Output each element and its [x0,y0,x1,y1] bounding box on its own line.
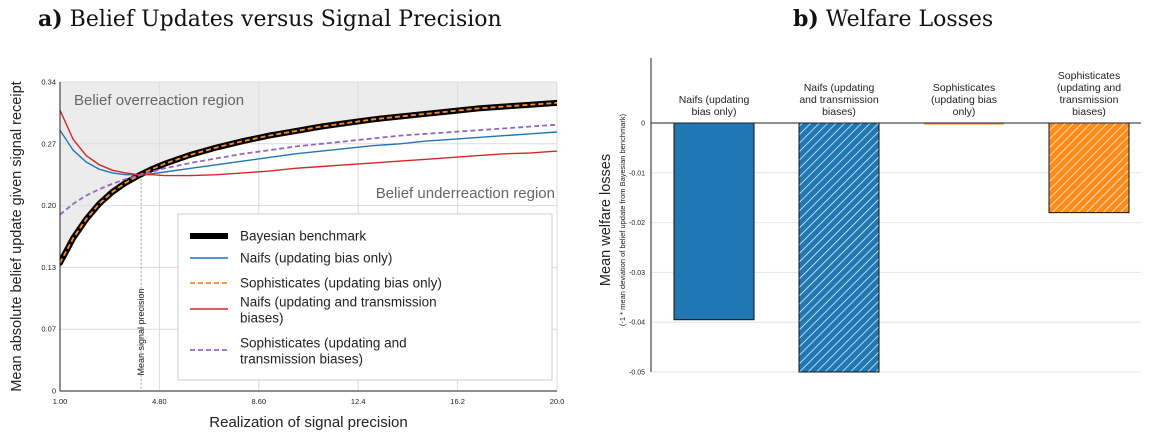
welfare-bar [673,122,755,321]
series-line-4 [60,123,557,216]
y-tick-label: 0.27 [41,139,56,148]
panel-b-title-text: Welfare Losses [825,7,994,32]
bar-category-label: Naifs (updating and transmission biases) [799,82,879,118]
legend-entry-label: Naifs (updating bias only) [240,251,392,266]
series-line-2 [60,102,557,264]
x-tick-label: 20.0 [550,397,565,406]
y-axis-label: Mean welfare losses [598,154,614,286]
x-axis-label: Realization of signal precision [209,414,407,431]
x-tick-label: 16.2 [450,397,465,406]
series-line-3 [60,109,557,177]
y-tick-label: -0.04 [629,320,645,327]
x-tick-label: 8.60 [251,397,266,406]
overreaction-region [60,82,557,263]
legend-entry-label: Naifs (updating and transmission biases) [240,295,437,326]
welfare-bar [924,123,1004,125]
y-tick-label: -0.02 [629,220,645,227]
legend-box [177,213,553,381]
panel-a-title-text: Belief Updates versus Signal Precision [69,7,502,32]
welfare-bar [798,122,880,373]
y-tick-label: -0.01 [629,170,645,177]
mean-precision-label: Mean signal precision [136,288,146,375]
y-tick-label: 0.07 [41,325,56,334]
panel-a-letter: a) [38,6,63,32]
bar-category-label: Naifs (updating bias only) [679,94,750,118]
y-tick-label: 0 [52,387,56,396]
panel-b-letter: b) [793,6,819,32]
bar-category-label: Sophisticates (updating bias only) [931,82,997,118]
x-tick-label: 1.00 [53,397,68,406]
y-axis-sublabel: (-1 * mean deviation of belief update fr… [618,113,627,326]
legend-entry-label: Sophisticates (updating bias only) [240,276,442,291]
y-tick-label: 0.34 [41,78,56,87]
belief-updates-chart: 1.00 4.80 8.60 12.4 16.2 20.0 0 0.07 0.13 0.20 0.2… [9,78,565,432]
underreaction-label: Belief underreaction region [376,185,555,202]
y-tick-label: 0.20 [41,201,56,210]
y-axis-label: Mean absolute belief update given signal… [9,81,25,391]
legend-entry-label: Bayesian benchmark [240,229,366,244]
legend-entry-label: Sophisticates (updating and transmission … [240,336,407,367]
y-tick-label: 0.13 [41,263,56,272]
welfare-bar [1048,122,1130,214]
overreaction-label: Belief overreaction region [74,92,244,109]
series-line-1 [60,129,557,176]
y-tick-label: -0.03 [629,270,645,277]
x-tick-label: 4.80 [152,397,167,406]
panel-b-title: b) Welfare Losses [793,6,993,32]
y-tick-label: -0.05 [629,370,645,377]
x-tick-label: 12.4 [351,397,366,406]
panel-a-title: a) Belief Updates versus Signal Precisio… [38,6,502,32]
y-tick-label: 0 [641,121,645,128]
bar-category-label: Sophisticates (updating and transmission bi… [1057,70,1121,118]
